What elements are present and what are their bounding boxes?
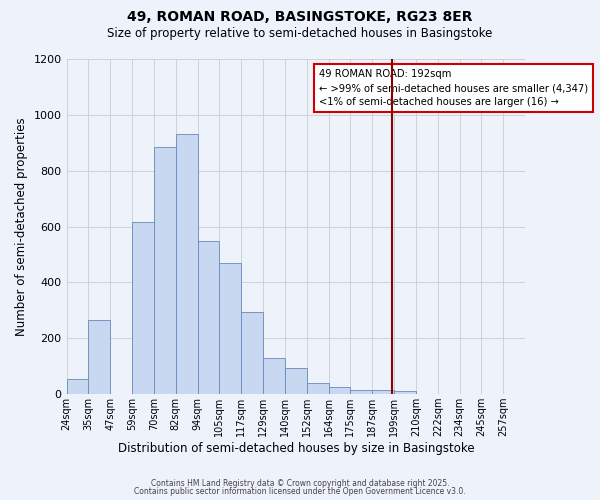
Bar bbox=[241, 312, 263, 394]
Bar bbox=[88, 320, 110, 394]
Text: 49 ROMAN ROAD: 192sqm
← >99% of semi-detached houses are smaller (4,347)
<1% of : 49 ROMAN ROAD: 192sqm ← >99% of semi-det… bbox=[319, 69, 588, 107]
Bar bbox=[154, 147, 176, 394]
Text: Size of property relative to semi-detached houses in Basingstoke: Size of property relative to semi-detach… bbox=[107, 28, 493, 40]
Bar bbox=[329, 387, 350, 394]
Y-axis label: Number of semi-detached properties: Number of semi-detached properties bbox=[15, 118, 28, 336]
Bar bbox=[220, 263, 241, 394]
Text: 49, ROMAN ROAD, BASINGSTOKE, RG23 8ER: 49, ROMAN ROAD, BASINGSTOKE, RG23 8ER bbox=[127, 10, 473, 24]
Text: Contains HM Land Registry data © Crown copyright and database right 2025.: Contains HM Land Registry data © Crown c… bbox=[151, 478, 449, 488]
Bar bbox=[67, 379, 88, 394]
X-axis label: Distribution of semi-detached houses by size in Basingstoke: Distribution of semi-detached houses by … bbox=[118, 442, 474, 455]
Bar bbox=[132, 222, 154, 394]
Bar bbox=[197, 240, 220, 394]
Bar bbox=[285, 368, 307, 394]
Bar bbox=[307, 383, 329, 394]
Bar bbox=[350, 390, 372, 394]
Bar bbox=[176, 134, 197, 394]
Bar bbox=[394, 392, 416, 394]
Bar bbox=[372, 390, 394, 394]
Bar bbox=[263, 358, 285, 394]
Text: Contains public sector information licensed under the Open Government Licence v3: Contains public sector information licen… bbox=[134, 487, 466, 496]
